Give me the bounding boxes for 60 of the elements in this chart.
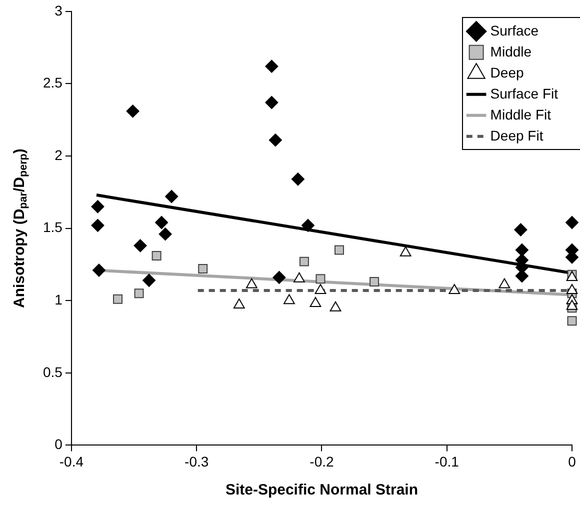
point <box>299 256 309 266</box>
point <box>566 216 578 230</box>
point <box>566 300 578 310</box>
y-tick-label: 0 <box>54 436 63 452</box>
point <box>566 284 578 294</box>
point <box>165 190 178 203</box>
point <box>155 216 168 230</box>
point <box>134 239 147 252</box>
point <box>268 134 282 147</box>
point <box>272 270 286 284</box>
point <box>515 270 528 283</box>
point <box>514 223 528 236</box>
point <box>142 274 156 287</box>
point <box>198 264 208 274</box>
x-tick-label: 0 <box>568 453 576 470</box>
point <box>316 274 326 284</box>
point <box>310 296 322 307</box>
x-tick-label: -0.3 <box>184 453 209 470</box>
point <box>291 172 304 186</box>
y-tick-label: 3 <box>54 2 63 18</box>
legend-label: Middle Fit <box>490 106 552 122</box>
legend-label: Deep Fit <box>490 127 544 144</box>
point <box>370 277 380 287</box>
legend-label: Surface Fit <box>490 85 558 102</box>
point <box>113 294 123 304</box>
point <box>301 218 314 232</box>
point <box>498 278 510 288</box>
y-axis-title: Anisotropy (Dpar/Dperp) <box>11 148 30 308</box>
point <box>334 245 344 255</box>
point <box>314 284 326 294</box>
point <box>233 298 245 308</box>
point <box>152 251 162 261</box>
y-tick-label: 2 <box>54 146 63 163</box>
x-tick-label: -0.1 <box>434 453 460 470</box>
point <box>294 272 305 282</box>
legend-label: Surface <box>490 22 539 38</box>
point <box>91 218 104 232</box>
y-tick-label: 2.5 <box>42 74 63 91</box>
legend-label: Deep <box>490 64 524 80</box>
point <box>91 200 104 214</box>
y-tick-label: 0.5 <box>42 364 63 380</box>
point <box>158 228 172 241</box>
point <box>515 243 528 256</box>
point <box>134 288 144 298</box>
x-tick-label: -0.4 <box>59 453 84 470</box>
legend-label: Middle <box>490 43 532 60</box>
point <box>246 278 258 288</box>
point <box>567 316 577 326</box>
point <box>265 96 278 109</box>
point <box>400 246 412 256</box>
point <box>330 301 342 312</box>
point <box>92 264 106 277</box>
y-tick-label: 1.5 <box>42 219 63 236</box>
y-tick-label: 1 <box>54 291 63 308</box>
point <box>126 104 140 118</box>
point <box>448 284 460 294</box>
x-tick-label: -0.2 <box>310 453 334 470</box>
point <box>284 294 295 304</box>
point <box>265 60 278 73</box>
x-axis-title: Site-Specific Normal Strain <box>225 481 418 498</box>
